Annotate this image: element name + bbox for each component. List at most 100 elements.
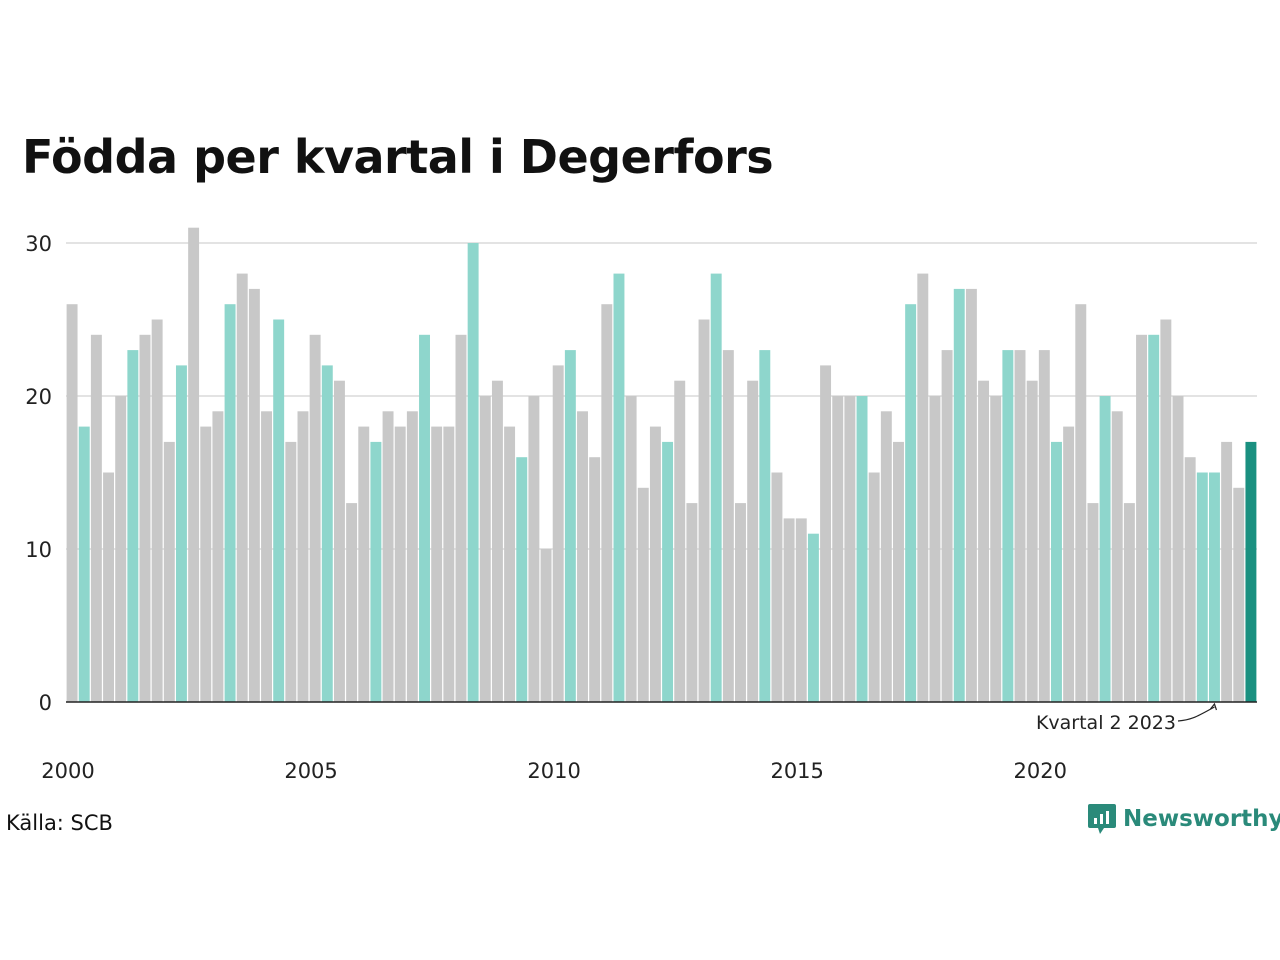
x-tick-label: 2015 [770, 759, 823, 783]
bar [103, 472, 115, 702]
bar [491, 380, 503, 702]
bar [868, 472, 880, 702]
bar [662, 441, 674, 702]
y-tick-label: 0 [39, 691, 52, 715]
bar [771, 472, 783, 702]
bar [127, 350, 139, 702]
bar [1063, 426, 1075, 702]
bar [346, 503, 358, 702]
bar [747, 380, 759, 702]
newsworthy-logo[interactable]: Newsworthy [1087, 802, 1280, 836]
bars [66, 227, 1257, 702]
bar [1160, 319, 1172, 702]
bar [1221, 441, 1233, 702]
bar [941, 350, 953, 702]
bar [78, 426, 90, 702]
bar [261, 411, 272, 702]
bar [722, 350, 734, 702]
bar [698, 319, 710, 702]
bar [175, 365, 187, 702]
annotation: Kvartal 2 2023 [1036, 702, 1218, 734]
bar [236, 273, 248, 702]
bar [965, 288, 977, 702]
bar [1196, 472, 1208, 702]
bar [406, 411, 418, 702]
bar [297, 411, 309, 702]
y-tick-label: 10 [25, 538, 52, 562]
bar [370, 441, 382, 702]
bar [528, 396, 540, 702]
bar [309, 334, 321, 702]
bar [1051, 441, 1062, 702]
bar [759, 350, 771, 702]
bar [443, 426, 455, 702]
bar [905, 304, 917, 702]
bar [844, 396, 856, 702]
bar [649, 426, 661, 702]
y-axis-ticks: 0 10 20 30 [25, 232, 52, 715]
bar [66, 304, 78, 702]
bar [115, 396, 127, 702]
bar [601, 304, 613, 702]
bar [1136, 334, 1148, 702]
bar [467, 243, 479, 702]
bar [917, 273, 929, 702]
bar [273, 319, 285, 702]
bar [807, 533, 819, 702]
chart-title: Födda per kvartal i Degerfors [22, 130, 774, 184]
bar [552, 365, 564, 702]
bar [151, 319, 163, 702]
bar [1184, 457, 1196, 702]
bar [479, 396, 491, 702]
bar [820, 365, 832, 702]
bar [1099, 396, 1111, 702]
x-axis-ticks: 2000 2005 2010 2015 2020 [41, 759, 1067, 783]
bar [139, 334, 151, 702]
annotation-arrowhead [1209, 702, 1218, 711]
bar [735, 503, 746, 702]
x-tick-label: 2010 [527, 759, 580, 783]
bar [321, 365, 333, 702]
bar [795, 518, 807, 702]
bar [419, 334, 430, 702]
x-tick-label: 2000 [41, 759, 94, 783]
bar [188, 227, 200, 702]
source-label: Källa: SCB [6, 811, 113, 835]
bar [285, 441, 297, 702]
bar [212, 411, 224, 702]
bar [856, 396, 868, 702]
bar [1208, 472, 1220, 702]
annotation-label: Kvartal 2 2023 [1036, 712, 1176, 734]
bar [1245, 441, 1257, 702]
bar [200, 426, 212, 702]
bar [1111, 411, 1123, 702]
x-tick-label: 2005 [284, 759, 337, 783]
bar [613, 273, 625, 702]
bar [516, 457, 528, 702]
bar [1148, 334, 1160, 702]
bar [431, 426, 443, 702]
bar [686, 503, 698, 702]
bar [1123, 503, 1135, 702]
bar [1087, 503, 1099, 702]
bar [224, 304, 236, 702]
bar [248, 288, 260, 702]
bar [990, 396, 1002, 702]
bar [394, 426, 406, 702]
bar [674, 380, 686, 702]
chart-bubble-icon [1088, 804, 1116, 834]
bar [1026, 380, 1038, 702]
brand-name: Newsworthy [1123, 806, 1280, 832]
bar [1014, 350, 1026, 702]
bar [540, 549, 552, 702]
bar [163, 441, 175, 702]
bar [953, 288, 965, 702]
bar [1038, 350, 1050, 702]
bar [1233, 487, 1245, 702]
y-tick-label: 30 [25, 232, 52, 256]
bar [710, 273, 722, 702]
bar [1075, 304, 1087, 702]
bar [504, 426, 516, 702]
bar [577, 411, 588, 702]
bar [929, 396, 941, 702]
